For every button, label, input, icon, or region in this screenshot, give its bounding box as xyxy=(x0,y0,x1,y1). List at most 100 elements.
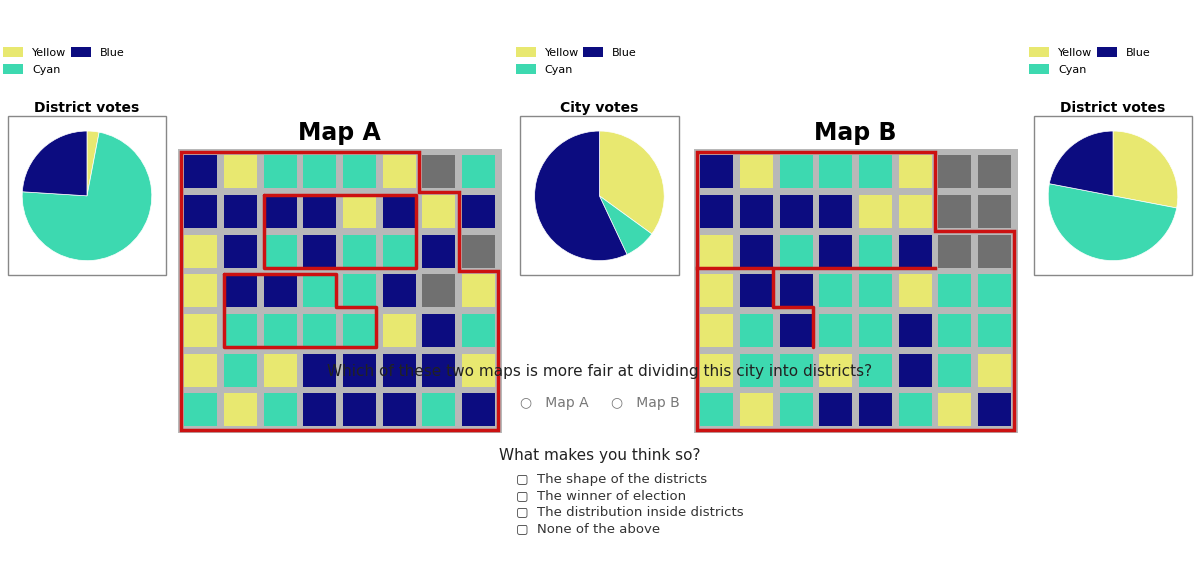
Bar xyxy=(264,156,296,188)
Bar xyxy=(820,314,852,347)
Legend: Yellow, Cyan, Blue: Yellow, Cyan, Blue xyxy=(516,47,637,75)
Bar xyxy=(462,314,494,347)
Bar xyxy=(264,274,296,308)
Bar xyxy=(462,195,494,228)
Bar xyxy=(264,354,296,386)
Bar xyxy=(343,156,376,188)
Bar xyxy=(859,274,892,308)
Bar xyxy=(740,274,773,308)
Text: ▢  The shape of the districts: ▢ The shape of the districts xyxy=(516,473,707,486)
Bar xyxy=(383,195,415,228)
Bar xyxy=(780,195,812,228)
Bar xyxy=(185,234,217,268)
Bar xyxy=(462,156,494,188)
Text: ○   Map A: ○ Map A xyxy=(520,396,589,410)
Bar xyxy=(343,314,376,347)
Bar xyxy=(304,195,336,228)
Bar xyxy=(383,234,415,268)
Bar xyxy=(304,314,336,347)
Bar xyxy=(701,195,733,228)
Bar xyxy=(224,195,257,228)
Bar xyxy=(938,234,971,268)
Bar xyxy=(978,195,1010,228)
Bar xyxy=(462,234,494,268)
Bar xyxy=(383,274,415,308)
Bar xyxy=(859,314,892,347)
Bar xyxy=(304,156,336,188)
Bar xyxy=(740,354,773,386)
Bar xyxy=(899,354,931,386)
Bar xyxy=(264,234,296,268)
Bar xyxy=(899,234,931,268)
Bar xyxy=(304,274,336,308)
Bar xyxy=(520,116,679,275)
Wedge shape xyxy=(600,196,652,255)
Bar xyxy=(740,156,773,188)
Bar xyxy=(701,314,733,347)
Text: ▢  The winner of election: ▢ The winner of election xyxy=(516,489,686,502)
Title: Map A: Map A xyxy=(299,122,380,145)
Bar xyxy=(780,354,812,386)
Bar xyxy=(820,274,852,308)
Bar xyxy=(1033,116,1193,275)
Bar xyxy=(780,234,812,268)
Wedge shape xyxy=(599,131,664,234)
Bar xyxy=(343,195,376,228)
Bar xyxy=(859,156,892,188)
Bar xyxy=(462,354,494,386)
Bar xyxy=(264,393,296,426)
Title: District votes: District votes xyxy=(35,101,139,115)
Bar xyxy=(343,354,376,386)
Bar xyxy=(938,314,971,347)
Wedge shape xyxy=(23,131,88,196)
Bar xyxy=(740,195,773,228)
Wedge shape xyxy=(1049,184,1177,260)
Bar xyxy=(978,274,1010,308)
Bar xyxy=(859,234,892,268)
Bar xyxy=(780,314,812,347)
Bar xyxy=(224,156,257,188)
Bar xyxy=(185,393,217,426)
Text: Which of these two maps is more fair at dividing this city into districts?: Which of these two maps is more fair at … xyxy=(328,364,872,379)
Bar xyxy=(304,393,336,426)
Bar xyxy=(224,274,257,308)
Bar xyxy=(780,156,812,188)
Bar xyxy=(978,234,1010,268)
Bar xyxy=(820,156,852,188)
Bar xyxy=(780,274,812,308)
Bar xyxy=(264,195,296,228)
Title: City votes: City votes xyxy=(560,101,638,115)
Bar xyxy=(740,393,773,426)
Bar xyxy=(938,274,971,308)
Bar xyxy=(185,274,217,308)
Bar xyxy=(422,234,455,268)
Bar xyxy=(343,274,376,308)
Bar xyxy=(343,234,376,268)
Bar xyxy=(422,393,455,426)
Bar xyxy=(978,354,1010,386)
Bar xyxy=(780,393,812,426)
Legend: Yellow, Cyan, Blue: Yellow, Cyan, Blue xyxy=(1030,47,1151,75)
Bar xyxy=(264,314,296,347)
Bar xyxy=(820,354,852,386)
Wedge shape xyxy=(535,131,626,261)
Bar xyxy=(978,314,1010,347)
Text: What makes you think so?: What makes you think so? xyxy=(499,448,701,463)
Bar xyxy=(701,393,733,426)
Bar xyxy=(899,274,931,308)
Wedge shape xyxy=(1112,131,1177,208)
Bar xyxy=(859,354,892,386)
Wedge shape xyxy=(1049,131,1114,196)
Bar xyxy=(899,195,931,228)
Bar xyxy=(899,156,931,188)
Bar xyxy=(701,156,733,188)
Bar xyxy=(383,156,415,188)
Bar xyxy=(383,393,415,426)
Bar xyxy=(224,354,257,386)
Bar xyxy=(422,274,455,308)
Bar xyxy=(185,354,217,386)
Text: ▢  The distribution inside districts: ▢ The distribution inside districts xyxy=(516,505,744,518)
Wedge shape xyxy=(86,131,100,196)
Bar xyxy=(383,354,415,386)
Bar xyxy=(304,234,336,268)
